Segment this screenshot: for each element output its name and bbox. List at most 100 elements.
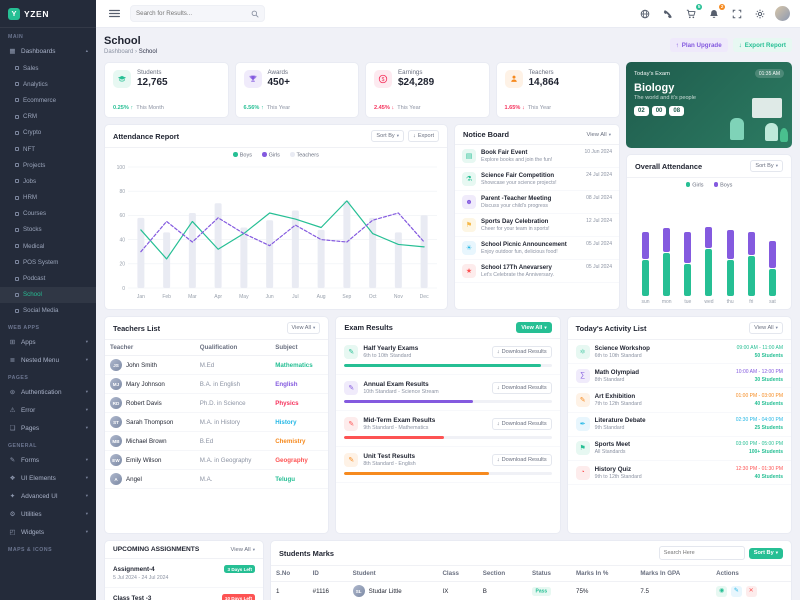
chevron-down-icon: ▾: [85, 407, 88, 412]
activity-item[interactable]: ◔ History Quiz 9th to 12th Standard 12:3…: [567, 461, 791, 486]
sidebar-subitem-icon: [15, 114, 19, 119]
sidebar-item[interactable]: ✦ Advanced UI ▾: [0, 487, 96, 505]
assignment-item[interactable]: Class Test -3 10 Days Left 14 Aug 2024 -…: [105, 588, 263, 600]
exam-result-sub: 8th Standard - English: [363, 461, 416, 467]
sidebar-subitem[interactable]: Analytics: [0, 76, 96, 92]
sidebar-subitem[interactable]: Sales: [0, 60, 96, 76]
sidebar-item[interactable]: ✎ Forms ▾: [0, 451, 96, 469]
activity-view-all-button[interactable]: View All ▾: [749, 322, 783, 334]
notice-item-date: 05 Jul 2024: [586, 241, 612, 247]
teacher-row: A Angel M.A. Telugu: [105, 469, 329, 489]
activity-item[interactable]: ✒ Literature Debate 9th Standard 02:30 P…: [567, 413, 791, 437]
menu-toggle-button[interactable]: [106, 6, 122, 22]
fullscreen-button[interactable]: [729, 6, 745, 22]
teacher-row: EW Emily Wilson M.A. in Geography Geograp…: [105, 450, 329, 470]
dashboard-icon: ▦: [9, 48, 16, 55]
sidebar-item[interactable]: ❏ Pages ▾: [0, 419, 96, 437]
activity-item[interactable]: ∑ Math Olympiad 8th Standard 10:00 AM - …: [567, 364, 791, 389]
sidebar-item[interactable]: ❖ UI Elements ▾: [0, 469, 96, 487]
notice-item[interactable]: ⚑ Sports Day Celebration Cheer for your …: [455, 214, 619, 237]
activity-sub: 6th to 10th Standard: [594, 352, 642, 359]
stat-value: 450+: [267, 77, 291, 88]
settings-button[interactable]: [752, 6, 768, 22]
user-avatar[interactable]: [775, 6, 790, 21]
attendance-export-button[interactable]: ↓ Export: [408, 130, 439, 142]
trend-arrow-icon: ↑: [130, 105, 134, 111]
sidebar-item[interactable]: ⚠ Error ▾: [0, 401, 96, 419]
download-results-button[interactable]: ↓ Download Results: [491, 454, 552, 466]
plan-upgrade-button[interactable]: ↑ Plan Upgrade: [669, 38, 728, 52]
sidebar-subitem-icon: [15, 179, 19, 184]
download-results-button[interactable]: ↓ Download Results: [491, 346, 552, 358]
activity-item[interactable]: ⚑ Sports Meet All Standards 03:00 PM - 0…: [567, 437, 791, 461]
language-button[interactable]: [637, 6, 653, 22]
sidebar-subitem[interactable]: Podcast: [0, 270, 96, 286]
search-input[interactable]: [136, 10, 247, 17]
mark-percent: 75%: [571, 581, 636, 600]
activity-title: Sports Meet: [594, 441, 631, 449]
sidebar-subitem[interactable]: Courses: [0, 206, 96, 222]
sidebar-item[interactable]: ≣ Nested Menu ▾: [0, 351, 96, 369]
teachers-view-all-button[interactable]: View All ▾: [286, 322, 321, 334]
notice-item[interactable]: ⚗ Science Fair Competition Showcase your…: [455, 168, 619, 191]
topbar: 5 2: [96, 0, 800, 28]
delete-action-button[interactable]: ✕: [745, 585, 757, 597]
cart-button[interactable]: 5: [683, 3, 702, 22]
sidebar-subitem-icon: [15, 195, 19, 200]
notifications-button[interactable]: 2: [706, 3, 725, 22]
notice-item-icon: ▤: [462, 149, 476, 163]
sidebar-subitem[interactable]: POS System: [0, 254, 96, 270]
brand-logo[interactable]: Y YZEN: [0, 0, 96, 28]
exam-results-view-all-button[interactable]: View All ▾: [516, 322, 552, 333]
sidebar-subitem-label: Stocks: [23, 226, 42, 234]
sidebar-subitem[interactable]: NFT: [0, 141, 96, 157]
notice-item[interactable]: ☀ School Picnic Announcement Enjoy outdo…: [455, 237, 619, 260]
sidebar-item[interactable]: ⊛ Authentication ▾: [0, 383, 96, 401]
exam-results-card: Exam Results View All ▾ ✎ Half Yearly Exa…: [335, 316, 561, 534]
sidebar-subitem[interactable]: Social Media: [0, 303, 96, 319]
activity-item[interactable]: ✎ Art Exhibition 7th to 12th Standard 01…: [567, 388, 791, 413]
sidebar-subitem-label: Jobs: [23, 177, 37, 185]
notice-item[interactable]: ▤ Book Fair Event Explore books and join…: [455, 145, 619, 168]
sidebar-subitem[interactable]: Jobs: [0, 173, 96, 189]
notice-item[interactable]: ★ School 17Th Anevarsery Let's Celebrate…: [455, 260, 619, 283]
sidebar-subitem[interactable]: School: [0, 286, 96, 303]
activity-title: Science Workshop: [594, 344, 650, 352]
phone-button[interactable]: [660, 6, 676, 22]
marks-sort-button[interactable]: Sort By ▾: [748, 547, 783, 559]
overall-sort-button[interactable]: Sort By ▾: [750, 160, 783, 172]
edit-action-button[interactable]: ✎: [730, 585, 742, 597]
activity-list-card: Today's Activity List View All ▾ ⚛ Scienc…: [566, 316, 792, 534]
sidebar-item-icon: ✦: [9, 493, 16, 500]
export-report-button[interactable]: ↓ Export Report: [732, 38, 792, 52]
svg-text:$: $: [382, 76, 385, 82]
sidebar-subitem[interactable]: Crypto: [0, 125, 96, 141]
sidebar-subitem-icon: [15, 292, 19, 297]
sidebar-subitem[interactable]: HRM: [0, 190, 96, 206]
attendance-sort-button[interactable]: Sort By ▾: [371, 130, 405, 142]
download-results-button[interactable]: ↓ Download Results: [491, 418, 552, 430]
activity-item[interactable]: ⚛ Science Workshop 6th to 10th Standard …: [567, 340, 791, 365]
sidebar-item[interactable]: ◰ Widgets ▾: [0, 523, 96, 541]
assignment-item[interactable]: Assignment-4 3 Days Left 5 Jul 2024 - 24…: [105, 559, 263, 588]
download-results-button[interactable]: ↓ Download Results: [491, 382, 552, 394]
breadcrumb-item[interactable]: Dashboard: [104, 49, 134, 55]
notice-item-title: Sports Day Celebration: [481, 218, 549, 225]
notice-item[interactable]: ☻ Parent -Teacher Meeting Discuss your c…: [455, 191, 619, 214]
marks-search-input[interactable]: [663, 550, 740, 556]
view-action-button[interactable]: ◉: [716, 585, 728, 597]
sidebar-subitem[interactable]: Stocks: [0, 222, 96, 238]
sidebar-subitem[interactable]: CRM: [0, 109, 96, 125]
todays-exam-card: Today's Exam 01:35 AM Biology The world …: [626, 62, 792, 148]
assignments-view-all-button[interactable]: View All ▾: [230, 546, 255, 553]
sidebar-subitem[interactable]: Ecommerce: [0, 92, 96, 108]
sidebar-subitem-icon: [15, 82, 19, 87]
page-title: School: [104, 35, 141, 47]
sidebar-subitem[interactable]: Projects: [0, 157, 96, 173]
sidebar-item[interactable]: ⊞ Apps ▾: [0, 333, 96, 351]
timer-chip: 00: [651, 106, 667, 116]
sidebar-item-dashboards[interactable]: ▦ Dashboards ▴: [0, 42, 96, 60]
notice-view-all-button[interactable]: View All ▾: [586, 131, 611, 138]
sidebar-subitem[interactable]: Medical: [0, 238, 96, 254]
sidebar-item[interactable]: ⚙ Utilities ▾: [0, 505, 96, 523]
